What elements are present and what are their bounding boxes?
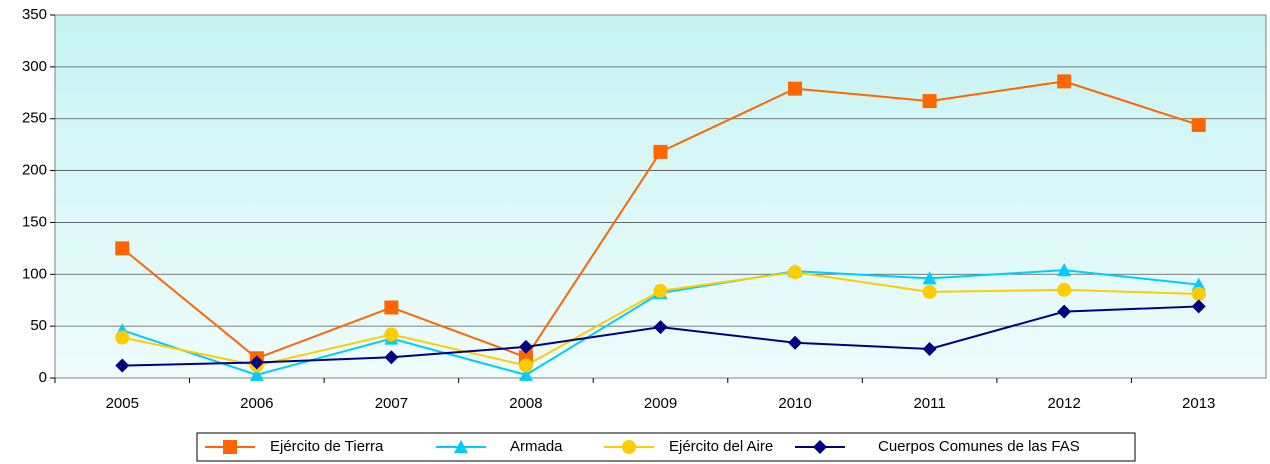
legend-label: Cuerpos Comunes de las FAS [878, 438, 1080, 455]
legend-marker [813, 440, 827, 454]
data-point [249, 355, 264, 370]
data-point [518, 339, 533, 354]
data-point [653, 320, 668, 335]
data-point [922, 341, 937, 356]
legend-marker [454, 440, 468, 453]
data-point [788, 335, 803, 350]
x-tick-label: 2012 [1047, 395, 1080, 412]
y-tick-label: 0 [39, 369, 47, 386]
data-point [115, 358, 130, 373]
y-tick-label: 350 [22, 6, 47, 23]
x-tick-label: 2007 [375, 395, 408, 412]
y-tick-label: 150 [22, 213, 47, 230]
data-point [1191, 117, 1206, 132]
legend-label: Ejército del Aire [669, 438, 773, 455]
data-point [115, 330, 130, 345]
x-tick-label: 2005 [106, 395, 139, 412]
x-tick-label: 2009 [644, 395, 677, 412]
data-point [1191, 277, 1206, 291]
legend-box [196, 432, 1136, 462]
y-tick-label: 200 [22, 162, 47, 179]
data-point [922, 271, 937, 285]
y-tick-label: 50 [30, 317, 47, 334]
y-tick-label: 250 [22, 110, 47, 127]
data-point [1057, 263, 1072, 277]
x-tick-label: 2006 [240, 395, 273, 412]
data-point [788, 81, 803, 96]
data-point [922, 94, 937, 109]
data-point [384, 300, 399, 315]
data-point [384, 327, 399, 342]
data-point [1057, 304, 1072, 319]
data-point [653, 144, 668, 159]
data-point [1057, 74, 1072, 89]
legend-marker [223, 440, 237, 454]
x-tick-label: 2013 [1182, 395, 1215, 412]
data-point [1191, 299, 1206, 314]
data-point [922, 284, 937, 299]
y-tick-label: 100 [22, 265, 47, 282]
legend-marker [622, 440, 636, 454]
legend-label: Armada [510, 438, 563, 455]
x-tick-label: 2011 [913, 395, 945, 412]
data-point [518, 358, 533, 373]
legend-label: Ejército de Tierra [270, 438, 384, 455]
y-tick-label: 300 [22, 58, 47, 75]
data-point [653, 283, 668, 298]
x-tick-label: 2010 [778, 395, 811, 412]
data-point [115, 241, 130, 256]
data-point [518, 367, 533, 381]
data-point [249, 367, 264, 381]
data-point [1191, 286, 1206, 301]
x-tick-label: 2008 [509, 395, 542, 412]
data-point [384, 350, 399, 365]
data-point [788, 265, 803, 280]
data-point [1057, 282, 1072, 297]
